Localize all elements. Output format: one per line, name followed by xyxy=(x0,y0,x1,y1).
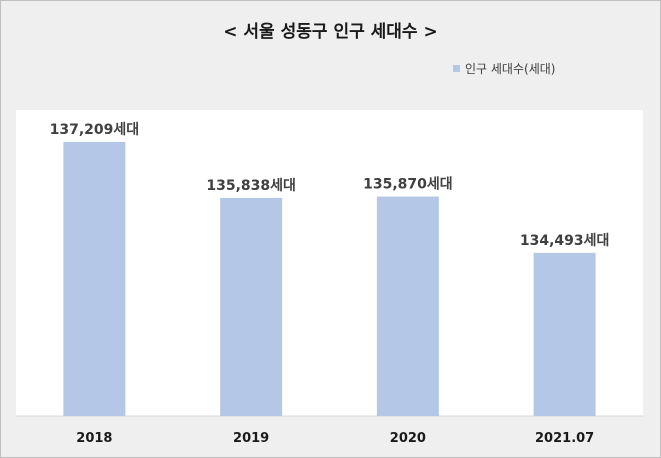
bar-2018 xyxy=(63,141,126,416)
data-label-2020: 135,870세대 xyxy=(363,177,453,193)
legend: 인구 세대수(세대) xyxy=(453,60,555,77)
legend-label: 인구 세대수(세대) xyxy=(465,62,556,76)
x-tick-label-2019: 2019 xyxy=(233,431,269,446)
bar-2019 xyxy=(220,197,283,416)
x-tick-label-2018: 2018 xyxy=(76,431,112,446)
bar-2020 xyxy=(376,196,439,416)
bar-2021.07 xyxy=(533,252,596,416)
chart-title: < 서울 성동구 인구 세대수 > xyxy=(223,22,438,42)
x-tick-label-2020: 2020 xyxy=(390,431,426,446)
legend-swatch xyxy=(453,65,460,72)
x-tick-label-2021.07: 2021.07 xyxy=(535,431,594,446)
data-label-2018: 137,209세대 xyxy=(50,122,140,138)
data-label-2019: 135,838세대 xyxy=(206,178,296,194)
data-label-2021.07: 134,493세대 xyxy=(520,233,610,249)
